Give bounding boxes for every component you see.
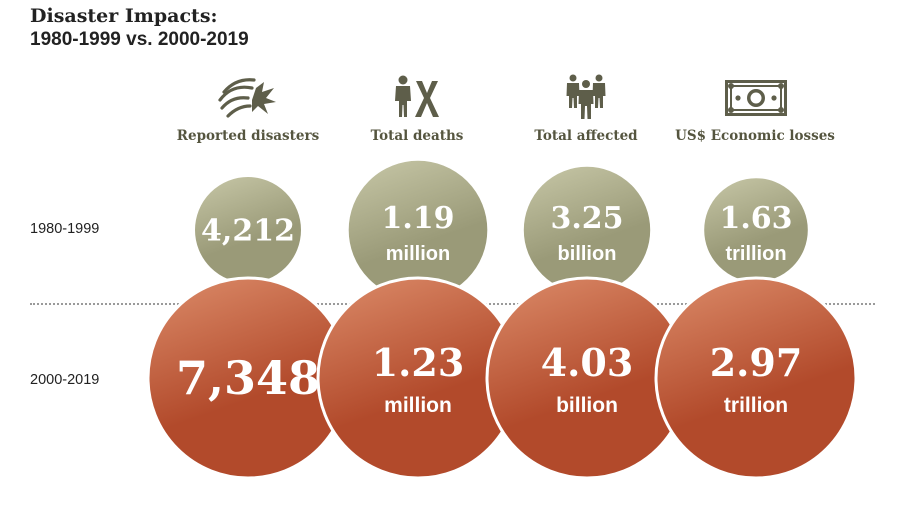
value-label-1980-1999-3: 1.63: [719, 201, 792, 236]
category-label-reported-disasters: Reported disasters: [176, 128, 320, 144]
people-affected-icon: [566, 74, 606, 119]
value-label-1980-1999-2: 3.25: [550, 201, 623, 236]
category-label-total-deaths: Total deaths: [370, 128, 464, 144]
value-label-1980-1999-0: 4,212: [201, 214, 295, 249]
value-label-1980-1999-1: 1.19: [381, 201, 454, 236]
unit-label-1980-1999-1: million: [386, 243, 450, 265]
value-label-2000-2019-2: 4.03: [541, 340, 634, 385]
chart-title: Disaster Impacts: 1980-1999 vs. 2000-201…: [30, 4, 249, 52]
storm-wind-icon: [218, 78, 276, 118]
chart-title-line1: Disaster Impacts:: [30, 5, 218, 27]
unit-label-1980-1999-2: billion: [558, 243, 617, 265]
unit-label-2000-2019-2: billion: [556, 394, 618, 417]
person-death-icon: [395, 75, 439, 117]
banknote-icon: [725, 80, 787, 116]
unit-label-2000-2019-3: trillion: [724, 394, 788, 417]
unit-label-1980-1999-3: trillion: [725, 243, 786, 265]
row-label-2000-2019: 2000-2019: [30, 372, 100, 388]
row-label-1980-1999: 1980-1999: [30, 221, 100, 237]
category-label-economic-losses: US$ Economic losses: [675, 128, 835, 144]
value-label-2000-2019-1: 1.23: [372, 340, 465, 385]
category-label-total-affected: Total affected: [534, 128, 638, 144]
bubble-2000-2019-3: [654, 276, 858, 480]
value-label-2000-2019-3: 2.97: [710, 340, 803, 385]
value-label-2000-2019-0: 7,348: [176, 351, 320, 405]
unit-label-2000-2019-1: million: [384, 394, 452, 417]
chart-title-line2: 1980-1999 vs. 2000-2019: [30, 29, 249, 50]
